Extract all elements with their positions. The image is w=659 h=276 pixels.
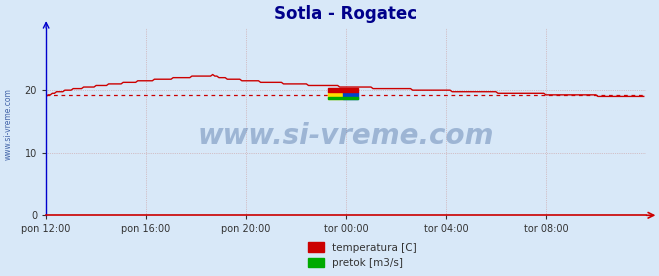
Title: Sotla - Rogatec: Sotla - Rogatec xyxy=(274,5,418,23)
Text: www.si-vreme.com: www.si-vreme.com xyxy=(198,123,494,150)
Bar xyxy=(343,92,358,99)
Text: www.si-vreme.com: www.si-vreme.com xyxy=(3,88,13,160)
Bar xyxy=(328,92,343,99)
Bar xyxy=(328,88,358,92)
Bar xyxy=(328,97,358,99)
Legend: temperatura [C], pretok [m3/s]: temperatura [C], pretok [m3/s] xyxy=(308,242,416,268)
